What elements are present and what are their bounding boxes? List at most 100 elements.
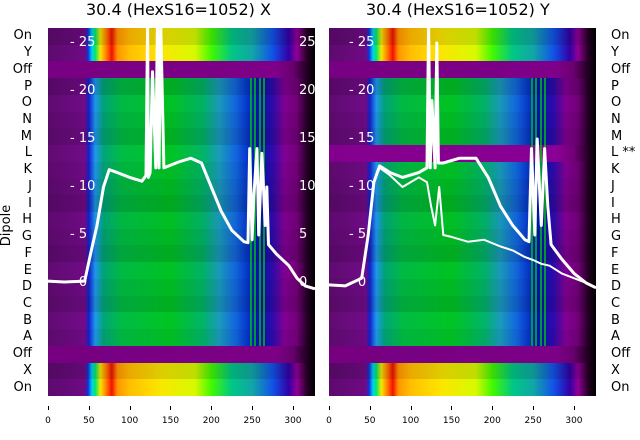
x-tick-mark <box>129 406 131 410</box>
x-tick-label: 200 <box>202 416 220 426</box>
x-tick-label: 300 <box>565 416 583 426</box>
x-tick-mark <box>292 406 294 410</box>
heatmap-row <box>329 61 596 79</box>
row-label: N <box>22 112 32 127</box>
x-tick-label: 50 <box>364 416 376 426</box>
row-label: I <box>28 195 32 211</box>
heatmap-row <box>329 128 596 146</box>
profile-overlay <box>329 28 596 290</box>
row-label: X <box>611 362 620 378</box>
profile-y-tick: - 10 <box>70 179 96 194</box>
row-label: On <box>13 28 32 44</box>
profile-y-tick-right: 0 <box>299 275 308 290</box>
heatmap-row <box>48 345 315 364</box>
x-tick-label: 200 <box>483 416 501 426</box>
heatmap-row <box>329 44 596 62</box>
heatmap-row <box>329 345 596 364</box>
profile-overlay <box>48 28 315 291</box>
profile-y-tick: - 20 <box>70 83 96 98</box>
heatmap-row <box>329 278 596 297</box>
row-label: Y <box>611 45 619 61</box>
row-label: On <box>13 379 32 395</box>
row-label: H <box>611 212 621 228</box>
row-label: J <box>28 178 32 194</box>
x-tick-label: 150 <box>442 416 461 426</box>
row-label: G <box>21 229 32 245</box>
right-panel-title: 30.4 (HexS16=1052) Y <box>366 0 550 19</box>
x-tick-label: 150 <box>161 416 180 426</box>
heatmap-row <box>48 295 315 313</box>
heatmap-row <box>329 94 596 113</box>
profile-y-tick: - 25 <box>70 35 96 50</box>
row-label: P <box>611 78 619 94</box>
left-heatmap-panel: - 0 0 - 5 5 - 10 10 - 15 15 - 20 20 - 25 25 <box>48 28 315 396</box>
x-tick-mark <box>252 406 254 410</box>
x-tick-label: 0 <box>45 416 51 426</box>
profile-line <box>48 28 315 291</box>
heatmap-row <box>48 111 315 129</box>
heatmap-row <box>329 28 596 46</box>
x-tick-label: 0 <box>326 416 332 426</box>
profile-y-tick-right: 15 <box>299 131 315 146</box>
row-label: Off <box>12 61 32 77</box>
row-label: F <box>611 245 619 261</box>
row-label: J <box>611 178 615 194</box>
x-tick-mark <box>211 406 213 410</box>
x-tick-label: 50 <box>83 416 95 426</box>
x-tick-mark <box>88 406 90 410</box>
x-tick-mark <box>170 406 172 410</box>
row-label: Off <box>611 346 631 362</box>
heatmap-row <box>329 362 596 380</box>
heatmap-row <box>48 278 315 297</box>
row-label: L ** <box>611 145 636 161</box>
x-tick-label: 100 <box>402 416 420 426</box>
x-tick-mark <box>410 406 412 410</box>
row-label: C <box>611 296 621 311</box>
row-label: F <box>24 245 32 261</box>
heatmap-row <box>48 362 315 380</box>
row-label: G <box>611 229 622 245</box>
heatmap-row <box>329 262 596 280</box>
profile-y-tick-right: 10 <box>299 179 315 194</box>
row-label: M <box>611 128 623 144</box>
x-tick-mark <box>369 406 371 410</box>
y-axis-label: Dipole <box>0 204 15 247</box>
x-tick-mark <box>451 406 453 410</box>
row-label: N <box>611 112 621 127</box>
x-tick-label: 300 <box>284 416 302 426</box>
heatmap-row <box>48 78 315 96</box>
heatmap-row <box>329 145 596 163</box>
heatmap-row <box>48 94 315 113</box>
row-label: B <box>23 312 32 328</box>
heatmap-row <box>48 44 315 62</box>
row-label: X <box>23 362 32 378</box>
heatmap-row <box>329 312 596 330</box>
row-label: On <box>611 379 630 395</box>
x-tick-label: 250 <box>524 416 542 426</box>
row-label: D <box>611 279 622 295</box>
row-label: On <box>611 28 630 44</box>
x-tick-mark <box>329 406 330 410</box>
profile-line <box>329 28 596 290</box>
heatmap-row <box>48 329 315 347</box>
profile-y-tick: - 20 <box>349 83 375 98</box>
heatmap-row <box>48 262 315 280</box>
heatmap-row <box>329 111 596 129</box>
green-stripe <box>543 78 546 346</box>
heatmap-row <box>329 78 596 96</box>
heatmap-row <box>48 61 315 79</box>
row-label: Off <box>12 346 32 362</box>
profile-y-tick: - 15 <box>349 131 375 146</box>
row-label: M <box>20 128 32 144</box>
x-tick-label: 100 <box>121 416 139 426</box>
green-stripe <box>530 78 533 346</box>
left-panel-title: 30.4 (HexS16=1052) X <box>86 0 271 19</box>
heatmap-row <box>329 379 596 396</box>
profile-y-tick: - 15 <box>70 131 96 146</box>
row-label: Off <box>611 61 631 77</box>
heatmap-row <box>329 295 596 313</box>
row-label: K <box>611 162 620 178</box>
row-label: E <box>611 262 620 278</box>
row-label: A <box>23 329 32 345</box>
